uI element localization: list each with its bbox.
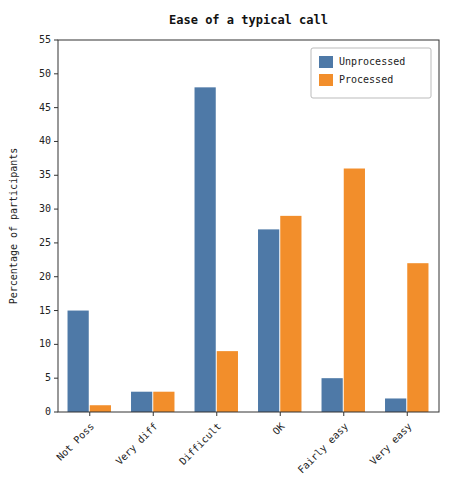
bar: [322, 378, 343, 412]
y-tick: [54, 40, 58, 41]
bar: [344, 169, 365, 412]
bar: [90, 405, 111, 412]
y-tick-label: 0: [45, 406, 51, 417]
x-tick-label: Very diff: [114, 421, 160, 467]
y-tick-label: 45: [39, 102, 51, 113]
bars: [68, 87, 429, 412]
y-tick-label: 15: [39, 305, 51, 316]
x-tick-label: Fairly easy: [296, 421, 351, 476]
legend-box: [311, 48, 431, 98]
x-tick: [216, 412, 217, 416]
y-tick-label: 25: [39, 237, 51, 248]
y-tick: [54, 73, 58, 74]
legend-swatch: [319, 74, 333, 86]
x-tick-label: Very easy: [368, 421, 414, 467]
y-tick: [54, 378, 58, 379]
x-tick: [280, 412, 281, 416]
y-tick: [54, 242, 58, 243]
y-tick-label: 20: [39, 271, 51, 282]
y-tick-label: 55: [39, 34, 51, 45]
legend-label: Processed: [339, 74, 393, 85]
bar: [280, 216, 301, 412]
legend-label: Unprocessed: [339, 56, 405, 67]
legend-swatch: [319, 56, 333, 68]
y-tick: [54, 276, 58, 277]
x-tick: [407, 412, 408, 416]
bar: [195, 87, 216, 412]
y-tick: [54, 412, 58, 413]
y-tick: [54, 344, 58, 345]
legend: Unprocessed Processed: [311, 48, 431, 98]
bar: [407, 263, 428, 412]
y-tick: [54, 141, 58, 142]
y-tick-label: 10: [39, 338, 51, 349]
y-tick-label: 50: [39, 68, 51, 79]
chart: 0 5 10 15 20 25 30 35 40 45 50 55 Not Poss Very diff D…: [0, 0, 451, 500]
x-tick: [153, 412, 154, 416]
x-tick: [89, 412, 90, 416]
bar: [153, 392, 174, 412]
x-tick: [343, 412, 344, 416]
y-tick-label: 5: [45, 372, 51, 383]
y-tick-label: 35: [39, 169, 51, 180]
y-tick: [54, 107, 58, 108]
y-tick: [54, 310, 58, 311]
bar: [258, 229, 279, 412]
bar: [131, 392, 152, 412]
bar: [217, 351, 238, 412]
x-tick-label: Difficult: [177, 421, 223, 467]
x-tick-label: Not Poss: [54, 421, 96, 463]
y-tick-label: 30: [39, 203, 51, 214]
x-tick-label: OK: [270, 421, 286, 437]
y-tick: [54, 175, 58, 176]
bar: [68, 311, 89, 412]
y-tick: [54, 209, 58, 210]
y-axis-label: Percentage of participants: [8, 148, 19, 305]
title: Ease of a typical call: [169, 13, 328, 27]
bar: [385, 398, 406, 412]
y-tick-label: 40: [39, 135, 51, 146]
plot-frame: [58, 40, 439, 412]
